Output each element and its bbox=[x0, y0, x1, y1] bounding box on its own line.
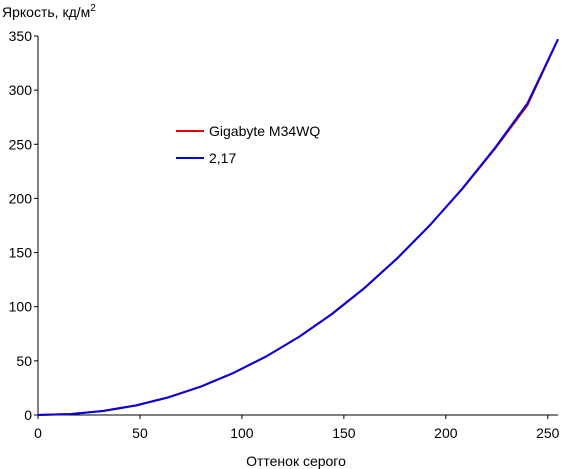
series-layer bbox=[37, 38, 559, 416]
y-axis-title: Яркость, кд/м2 bbox=[2, 3, 96, 20]
y-tick-label: 300 bbox=[9, 82, 33, 98]
y-tick-label: 250 bbox=[9, 136, 33, 152]
y-tick-label: 200 bbox=[9, 190, 33, 206]
legend: Gigabyte M34WQ 2,17 bbox=[176, 123, 320, 166]
legend-label-gigabyte: Gigabyte M34WQ bbox=[209, 123, 320, 139]
y-axis-title-text: Яркость, кд/м bbox=[2, 4, 90, 20]
y-ticks: 0 50 100 150 200 250 300 350 bbox=[9, 28, 38, 423]
y-tick-label: 100 bbox=[9, 299, 33, 315]
y-tick-label: 0 bbox=[24, 407, 32, 423]
legend-label-gamma: 2,17 bbox=[209, 150, 236, 166]
x-tick-label: 200 bbox=[434, 425, 458, 441]
x-tick-label: 0 bbox=[34, 425, 42, 441]
series-line-1 bbox=[37, 38, 559, 416]
x-tick-label: 150 bbox=[332, 425, 356, 441]
y-axis-title-superscript: 2 bbox=[90, 3, 96, 14]
x-ticks: 0 50 100 150 200 250 bbox=[34, 415, 560, 441]
y-tick-label: 50 bbox=[16, 353, 32, 369]
series-line-0 bbox=[37, 38, 559, 416]
x-tick-label: 250 bbox=[536, 425, 560, 441]
x-tick-label: 50 bbox=[132, 425, 148, 441]
x-axis-title: Оттенок серого bbox=[246, 453, 346, 469]
x-tick-label: 100 bbox=[230, 425, 254, 441]
y-tick-label: 350 bbox=[9, 28, 33, 44]
y-tick-label: 150 bbox=[9, 245, 33, 261]
